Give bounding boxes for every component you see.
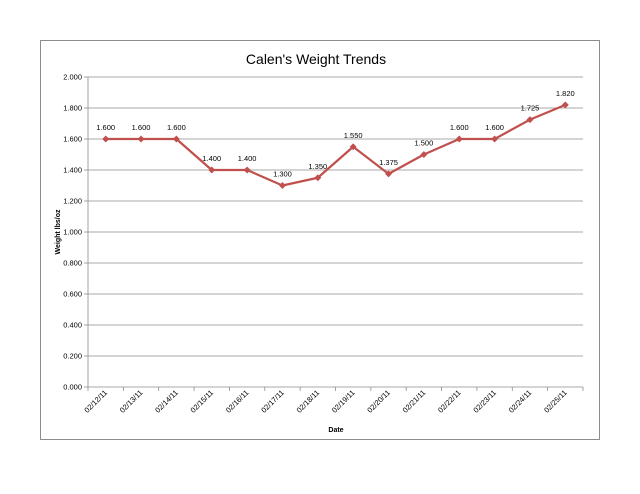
x-tick-label: 02/25/11 [542, 388, 569, 415]
data-point [243, 166, 251, 174]
y-tick-label: 1.000 [63, 228, 82, 237]
data-label: 1.725 [521, 104, 540, 113]
x-tick-label: 02/15/11 [189, 388, 216, 415]
x-tick-label: 02/19/11 [330, 388, 357, 415]
y-tick-label: 1.400 [63, 166, 82, 175]
x-tick-label: 02/18/11 [295, 388, 322, 415]
data-label: 1.600 [485, 123, 504, 132]
y-tick-label: 0.800 [63, 259, 82, 268]
x-tick-labels: 02/12/11 02/13/11 02/14/11 02/15/11 02/16/11… [82, 388, 568, 415]
x-tick-label: 02/24/11 [507, 388, 534, 415]
y-tick-label: 2.000 [63, 73, 82, 82]
data-label: 1.400 [202, 154, 221, 163]
data-label: 1.350 [308, 162, 327, 171]
data-label: 1.550 [344, 131, 363, 140]
x-tick-label: 02/14/11 [153, 388, 180, 415]
data-label: 1.400 [238, 154, 257, 163]
y-tick-labels: 0.000 0.200 0.400 0.600 0.800 1.000 1.200 1.400… [63, 73, 82, 392]
series [102, 101, 569, 190]
x-tick-label: 02/12/11 [82, 388, 109, 415]
data-label: 1.820 [556, 89, 575, 98]
data-point [491, 135, 499, 143]
x-tick-label: 02/22/11 [436, 388, 463, 415]
data-point [314, 174, 322, 182]
data-label: 1.600 [167, 123, 186, 132]
y-tick-label: 0.400 [63, 321, 82, 330]
data-label: 1.600 [450, 123, 469, 132]
x-tick-label: 02/16/11 [224, 388, 251, 415]
data-point [455, 135, 463, 143]
series-line [105, 103, 566, 187]
y-tick-label: 0.000 [63, 383, 82, 392]
y-tick-label: 1.600 [63, 135, 82, 144]
data-point [349, 143, 357, 151]
data-point [561, 101, 569, 109]
data-label: 1.600 [132, 123, 151, 132]
x-tick-label: 02/23/11 [471, 388, 498, 415]
axes [84, 76, 584, 391]
data-label: 1.300 [273, 170, 292, 179]
data-point [137, 135, 145, 143]
y-tick-label: 1.200 [63, 197, 82, 206]
x-tick-label: 02/21/11 [401, 388, 428, 415]
data-point [526, 116, 534, 124]
data-label: 1.375 [379, 158, 398, 167]
chart-title: Calen's Weight Trends [246, 51, 386, 67]
x-tick-label: 02/13/11 [118, 388, 145, 415]
data-point [172, 135, 180, 143]
y-tick-label: 1.800 [63, 104, 82, 113]
chart-frame [40, 40, 600, 440]
data-point [102, 135, 110, 143]
data-point [384, 170, 393, 178]
x-axis-title: Date [328, 427, 343, 434]
y-tick-label: 0.600 [63, 290, 82, 299]
data-label: 1.500 [415, 139, 434, 148]
gridlines [88, 76, 583, 357]
data-point [420, 150, 428, 159]
x-tick-label: 02/20/11 [365, 388, 392, 415]
data-point [278, 181, 287, 190]
x-tick-label: 02/17/11 [259, 388, 286, 415]
y-tick-label: 0.200 [63, 352, 82, 361]
y-axis-title: Weight lbs/oz [55, 209, 62, 254]
data-point [208, 166, 216, 174]
data-label: 1.600 [96, 123, 115, 132]
data-labels: 1.600 1.600 1.600 1.400 1.400 1.300 1.350 1.550… [96, 89, 574, 179]
